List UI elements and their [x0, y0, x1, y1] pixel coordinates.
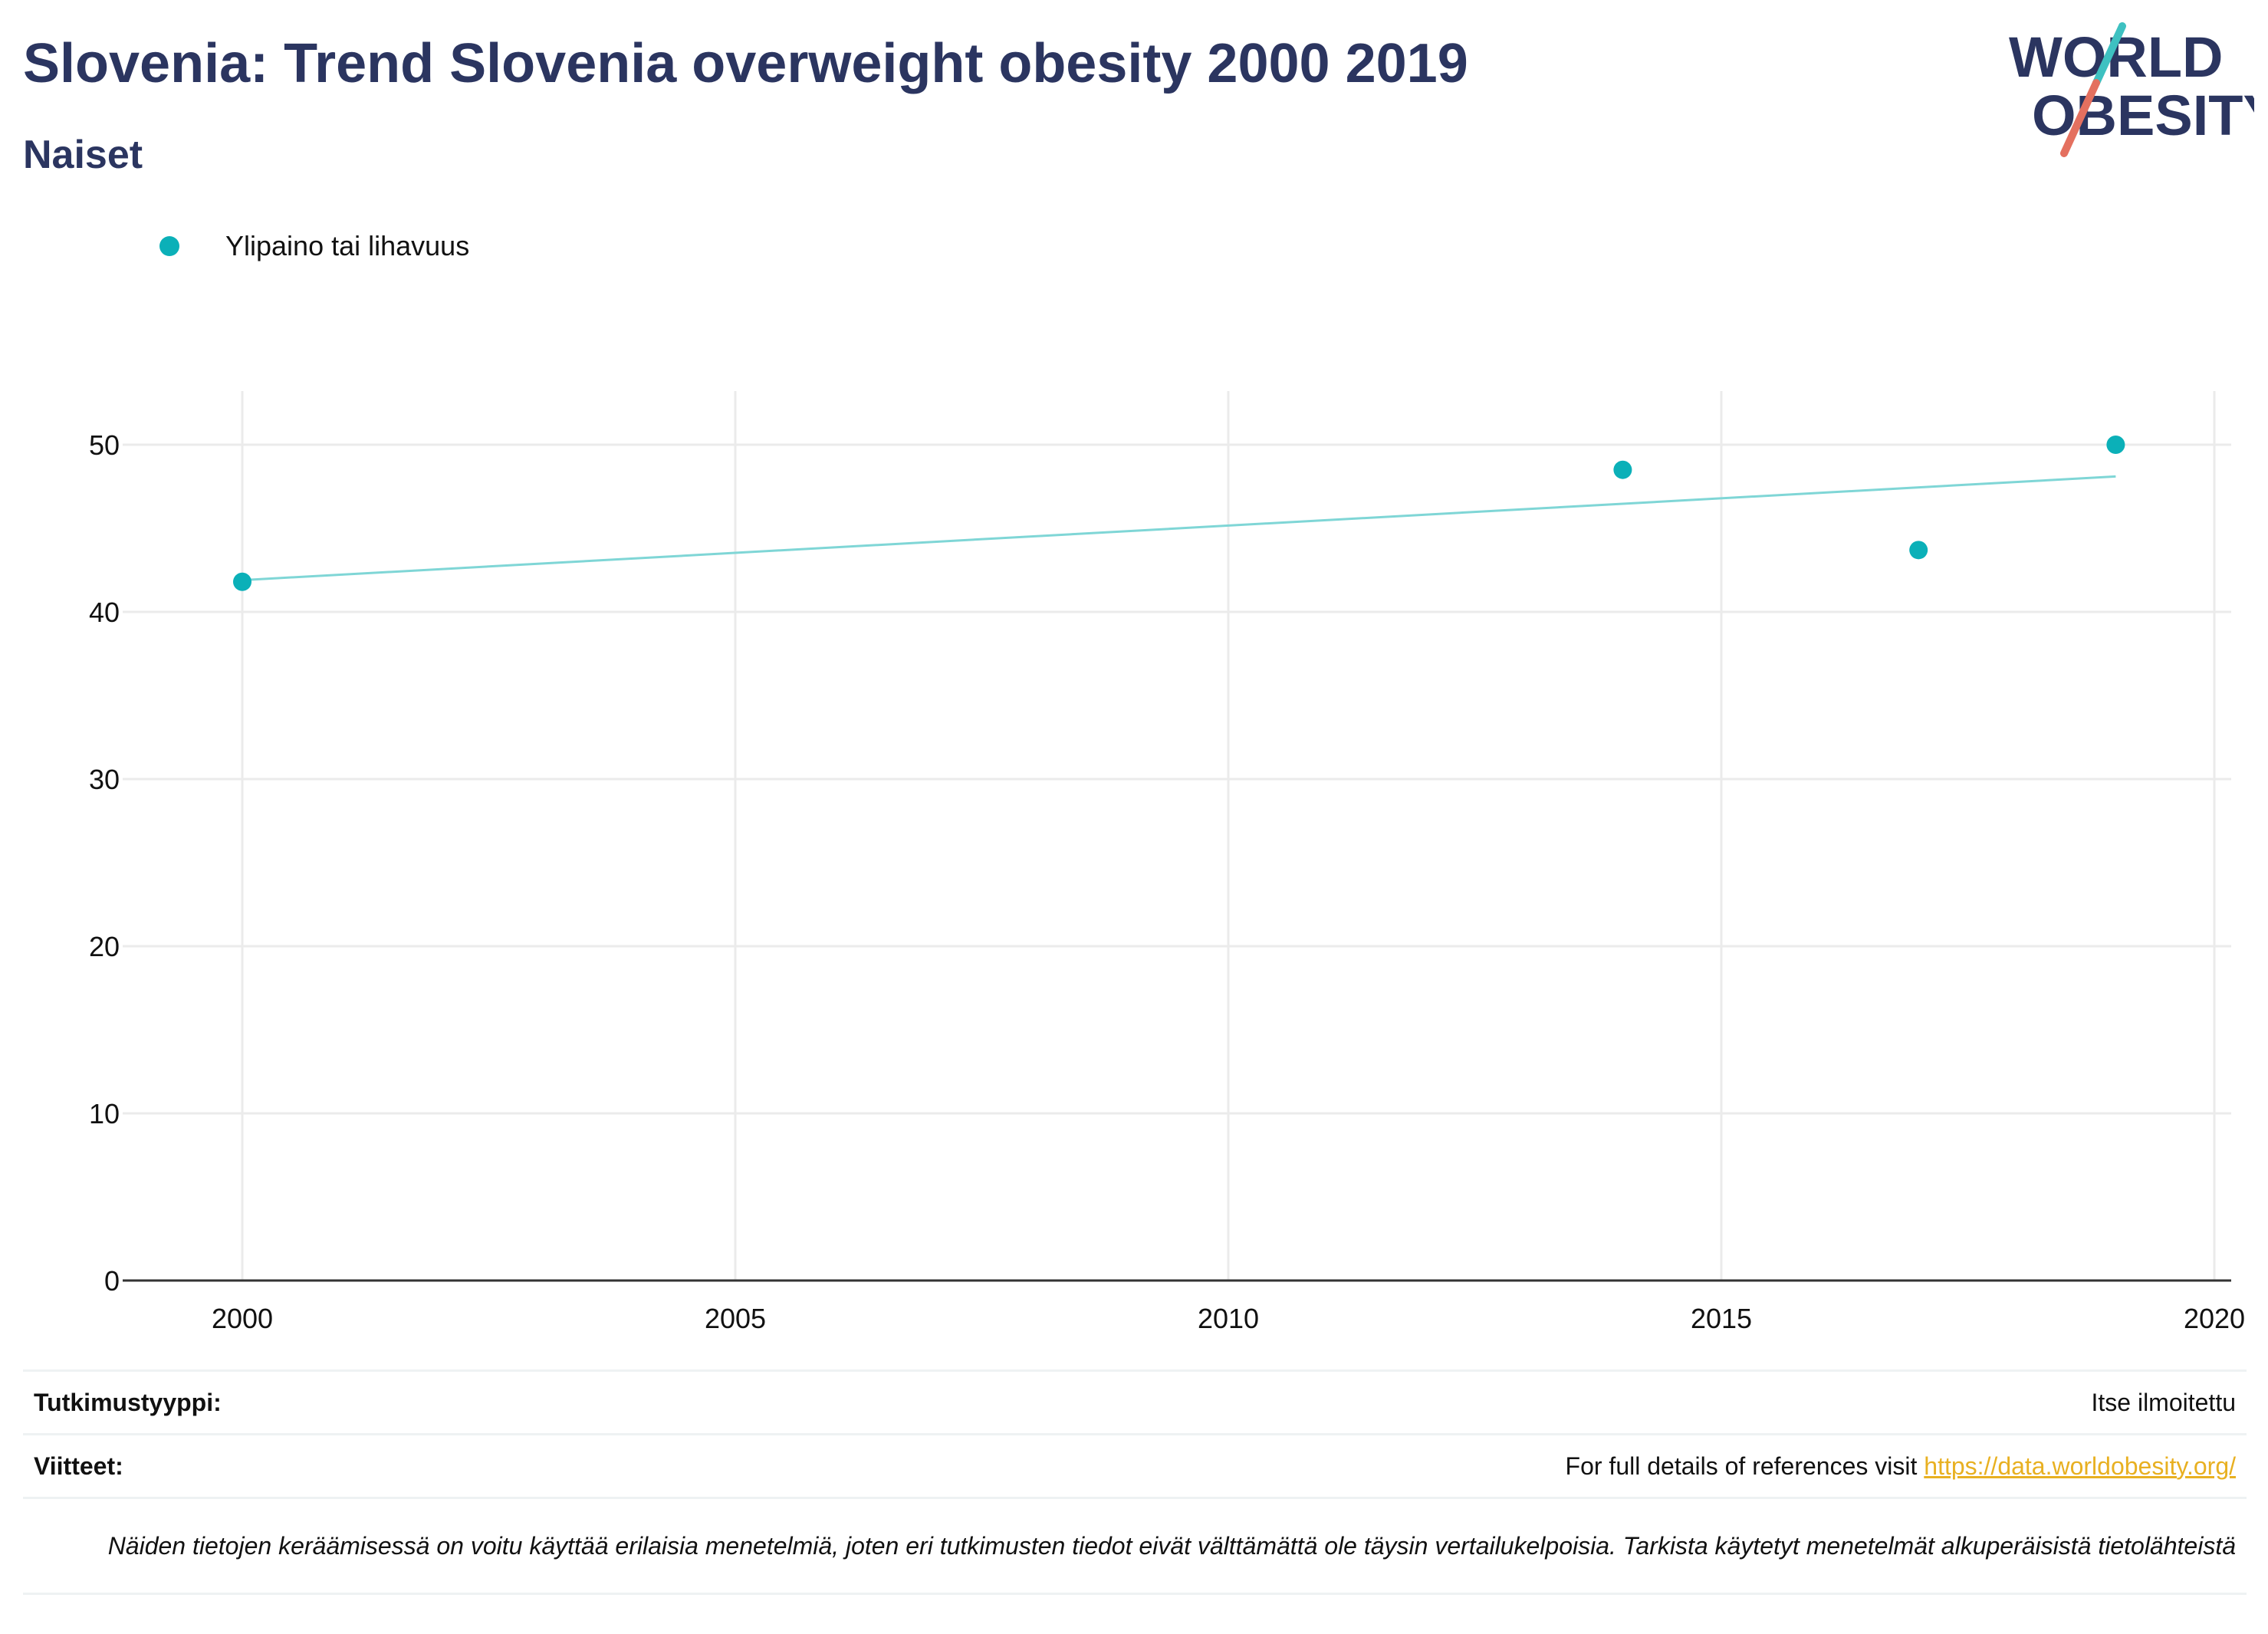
y-tick-label: 0 [104, 1265, 120, 1297]
data-point [1909, 541, 1928, 560]
chart-footer: Tutkimustyyppi: Itse ilmoitettu Viitteet… [23, 1369, 2247, 1595]
references-text: For full details of references visit [1565, 1452, 1925, 1480]
y-tick-labels: 0 10 20 30 40 50 [89, 429, 120, 1297]
methodology-note: Näiden tietojen keräämisessä on voitu kä… [107, 1532, 2236, 1560]
x-gridlines [241, 391, 2216, 1281]
trendline-layer [242, 475, 2116, 582]
legend-marker [159, 236, 179, 256]
data-points [233, 436, 2125, 591]
y-tick-label: 50 [89, 429, 120, 461]
x-tick-labels: 2000 2005 2010 2015 2020 [212, 1303, 2245, 1334]
x-tick-label: 2005 [705, 1303, 766, 1334]
y-tick-label: 20 [89, 931, 120, 962]
study-type-label: Tutkimustyyppi: [34, 1388, 222, 1416]
y-tick-label: 30 [89, 764, 120, 795]
x-tick-label: 2010 [1198, 1303, 1259, 1334]
references-row: Viitteet: For full details of references… [23, 1433, 2247, 1497]
trendline [242, 475, 2116, 582]
data-point [233, 572, 251, 591]
references-link[interactable]: https://data.worldobesity.org/ [1924, 1452, 2236, 1480]
footer-bottom-rule [23, 1593, 2247, 1595]
logo-coral-stroke [2060, 79, 2100, 157]
page-subtitle: Naiset [23, 133, 143, 177]
references-label: Viitteet: [34, 1452, 123, 1480]
y-tick-label: 40 [89, 597, 120, 628]
data-point [2106, 436, 2125, 454]
y-tick-label: 10 [89, 1098, 120, 1129]
legend-label: Ylipaino tai lihavuus [225, 230, 470, 261]
x-tick-label: 2015 [1691, 1303, 1752, 1334]
x-tick-label: 2020 [2184, 1303, 2245, 1334]
y-gridlines [123, 443, 2231, 1115]
study-type-row: Tutkimustyyppi: Itse ilmoitettu [23, 1369, 2247, 1433]
page-title: Slovenia: Trend Slovenia overweight obes… [23, 33, 1468, 94]
data-point [1613, 460, 1632, 479]
references-value: For full details of references visit htt… [1566, 1452, 2236, 1481]
chart-legend[interactable]: Ylipaino tai lihavuus [159, 230, 469, 262]
scatter-chart: 2000 2005 2010 2015 2020 0 10 20 30 40 50 [89, 391, 2245, 1334]
study-type-value: Itse ilmoitettu [2091, 1388, 2236, 1416]
x-tick-label: 2000 [212, 1303, 273, 1334]
methodology-note-row: Näiden tietojen keräämisessä on voitu kä… [23, 1497, 2247, 1593]
logo-teal-stroke [2092, 22, 2126, 87]
